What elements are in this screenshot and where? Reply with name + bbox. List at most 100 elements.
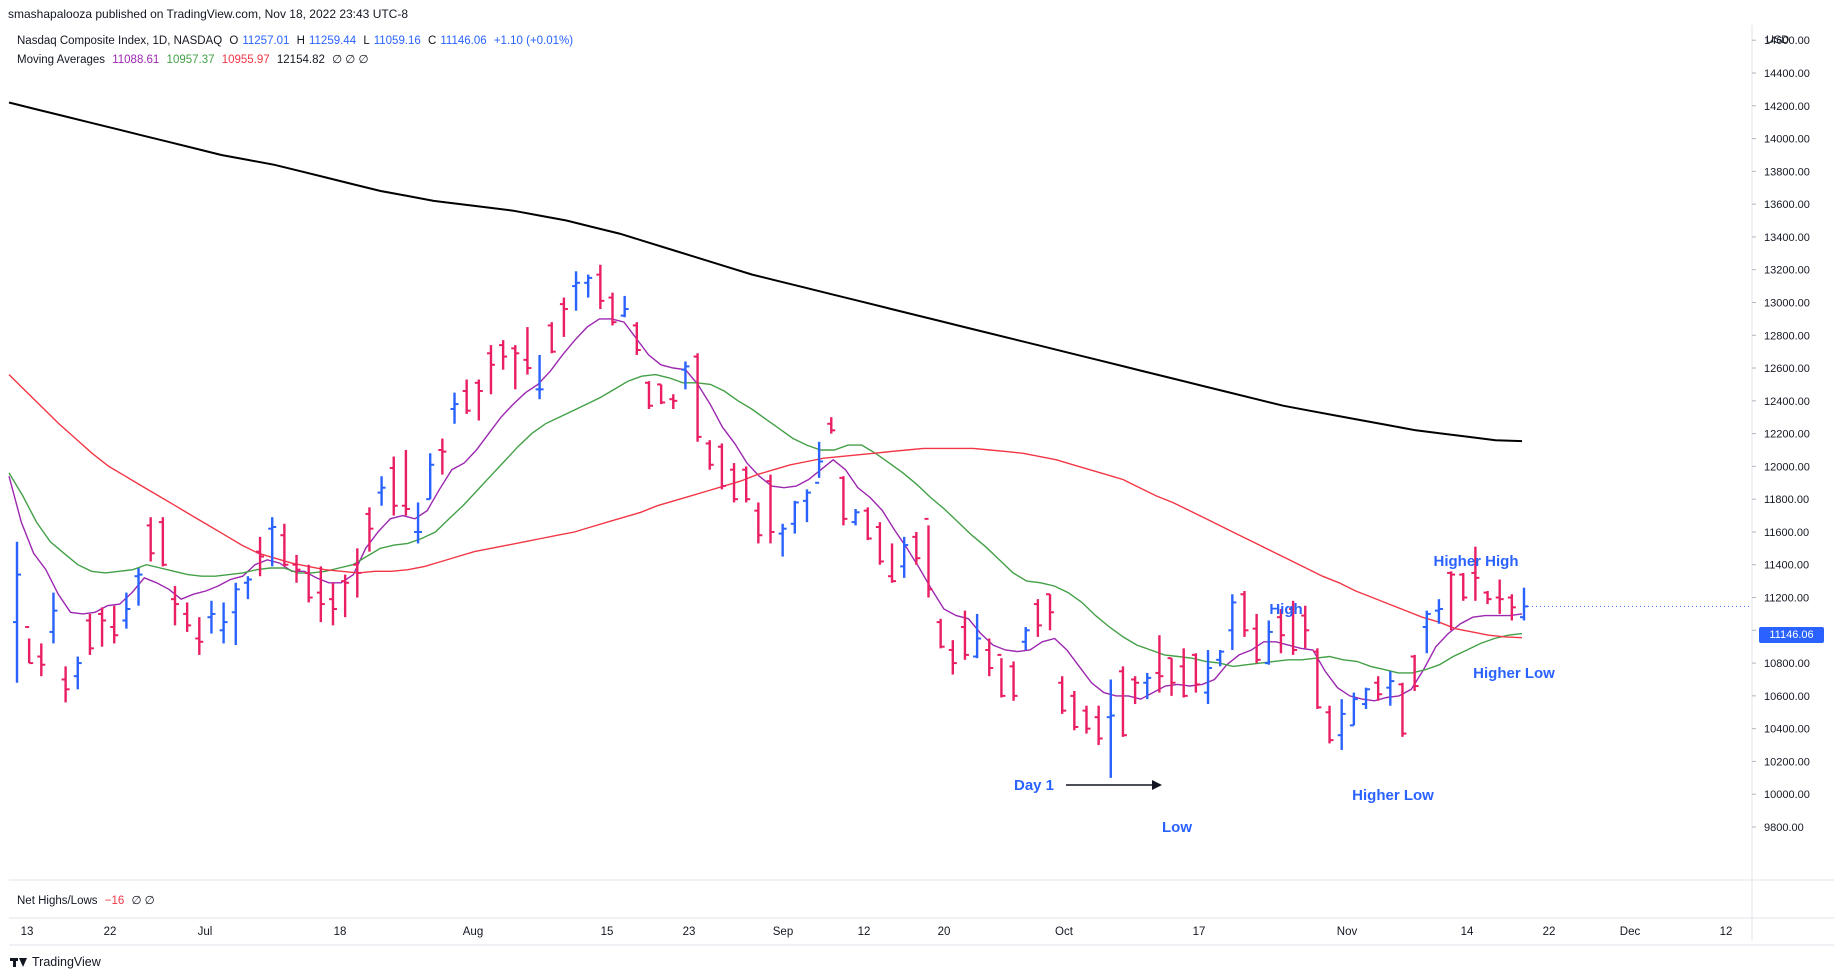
ohlc-bar bbox=[486, 345, 495, 395]
ohlc-bar bbox=[1374, 676, 1383, 701]
x-tick-label: 12 bbox=[1720, 926, 1733, 938]
ohlc-bar bbox=[158, 517, 167, 567]
ohlc-bar bbox=[1398, 682, 1407, 737]
ohlc-bar bbox=[1386, 671, 1395, 706]
y-tick-label: 11400.00 bbox=[1764, 560, 1809, 572]
x-tick-label: 22 bbox=[104, 926, 117, 938]
x-tick-label: 15 bbox=[601, 926, 614, 938]
ohlc-bar bbox=[438, 438, 447, 475]
ohlc-bar bbox=[754, 502, 763, 544]
ohlc-bar bbox=[462, 379, 471, 414]
ohlc-bar bbox=[644, 381, 653, 410]
ohlc-bar bbox=[717, 443, 726, 490]
ohlc-bar bbox=[365, 507, 374, 552]
ohlc-bar bbox=[1410, 654, 1419, 691]
ohlc-bar bbox=[1252, 613, 1261, 664]
ohlc-bar bbox=[1033, 599, 1042, 637]
ohlc-bar bbox=[1167, 657, 1176, 696]
ohlc-bar bbox=[414, 502, 423, 544]
ohlc-bar bbox=[474, 379, 483, 421]
ohlc-change: +1.10 (+0.01%) bbox=[493, 35, 574, 47]
ohlc-bar bbox=[1191, 653, 1200, 693]
currency-label: USD bbox=[1766, 34, 1790, 46]
ohlc-bar bbox=[973, 613, 982, 659]
y-tick-label: 13000.00 bbox=[1764, 297, 1810, 309]
ohlc-bar bbox=[511, 345, 520, 390]
ohlc-bar bbox=[292, 554, 301, 583]
x-tick-label: 23 bbox=[683, 926, 696, 938]
ohlc-bar bbox=[657, 383, 666, 405]
x-tick-label: 14 bbox=[1461, 926, 1474, 938]
footer[interactable]: TradingView bbox=[10, 955, 101, 969]
ohlc-bar bbox=[328, 582, 337, 626]
net-highs-lows-legend[interactable]: Net Highs/Lows −16 ∅ ∅ bbox=[17, 893, 159, 907]
ohlc-bar bbox=[924, 517, 933, 598]
ohlc-bar bbox=[1204, 649, 1213, 705]
ohlc-bar bbox=[231, 582, 240, 646]
y-tick-label: 12800.00 bbox=[1764, 330, 1810, 342]
x-tick-label: Sep bbox=[773, 926, 793, 938]
ohlc-bar bbox=[1058, 676, 1067, 714]
ma1-value: 11088.61 bbox=[112, 54, 160, 66]
ohlc-low: 11059.16 bbox=[373, 35, 421, 47]
ohlc-open-label: O bbox=[229, 35, 239, 47]
ohlc-bar bbox=[620, 295, 629, 318]
ohlc-bar bbox=[827, 417, 836, 434]
ohlc-bar bbox=[790, 500, 799, 534]
ohlc-bar bbox=[1325, 705, 1334, 744]
ohlc-bar bbox=[669, 394, 678, 410]
y-tick-label: 14000.00 bbox=[1764, 134, 1810, 146]
y-tick-label: 11200.00 bbox=[1764, 593, 1809, 605]
ohlc-bar bbox=[559, 297, 568, 337]
ohlc-bar bbox=[936, 618, 945, 649]
ohlc-bar bbox=[1289, 600, 1298, 655]
indicator-extra: ∅ ∅ bbox=[131, 895, 155, 907]
symbol-legend[interactable]: Nasdaq Composite Index, 1D, NASDAQ O 1125… bbox=[17, 35, 577, 47]
y-tick-label: 12000.00 bbox=[1764, 461, 1810, 473]
ohlc-bar bbox=[742, 466, 751, 503]
indicator-title: Net Highs/Lows bbox=[17, 895, 98, 907]
symbol-title: Nasdaq Composite Index, 1D, NASDAQ bbox=[17, 35, 223, 47]
ohlc-bar bbox=[280, 523, 289, 567]
x-tick-label: 18 bbox=[334, 926, 347, 938]
ma3-value: 10955.97 bbox=[221, 54, 270, 66]
ohlc-bar bbox=[1483, 590, 1492, 605]
ohlc-bar bbox=[353, 548, 362, 598]
ohlc-bar bbox=[499, 340, 508, 370]
x-tick-label: 12 bbox=[858, 926, 871, 938]
ohlc-bar bbox=[851, 509, 860, 526]
ohlc-bar bbox=[681, 361, 690, 390]
ohlc-bar bbox=[839, 476, 848, 526]
ohlc-bar bbox=[73, 656, 82, 690]
ohlc-bar bbox=[547, 322, 556, 354]
ohlc-bar bbox=[1301, 605, 1310, 649]
annotation-label: High bbox=[1269, 601, 1302, 618]
ohlc-bar bbox=[1507, 594, 1516, 621]
ohlc-bar bbox=[584, 274, 593, 298]
ohlc-bar bbox=[1009, 661, 1018, 701]
ohlc-bar bbox=[1155, 635, 1164, 693]
ohlc-bar bbox=[1447, 571, 1456, 631]
y-tick-label: 10600.00 bbox=[1764, 691, 1810, 703]
ma4-value: 12154.82 bbox=[276, 54, 325, 66]
ohlc-bar bbox=[98, 607, 107, 647]
ohlc-bar bbox=[705, 440, 714, 470]
annotation-label: Low bbox=[1162, 819, 1192, 836]
ohlc-bar bbox=[207, 600, 216, 634]
ohlc-bar bbox=[122, 592, 131, 629]
ohlc-bar bbox=[1471, 546, 1480, 601]
publisher-caption: smashapalooza published on TradingView.c… bbox=[8, 7, 409, 21]
ohlc-bar bbox=[1082, 705, 1091, 734]
ohlc-bar bbox=[596, 264, 605, 310]
ohlc-close: 11146.06 bbox=[440, 35, 487, 47]
ohlc-bar bbox=[134, 568, 143, 606]
ma-legend[interactable]: Moving Averages 11088.61 10957.37 10955.… bbox=[17, 52, 373, 66]
y-tick-label: 14600.00 bbox=[1764, 35, 1810, 47]
y-tick-label: 11600.00 bbox=[1764, 527, 1809, 539]
ohlc-bar bbox=[1337, 699, 1346, 750]
ohlc-bar bbox=[401, 450, 410, 516]
ohlc-bar bbox=[49, 592, 58, 644]
y-tick-label: 13200.00 bbox=[1764, 265, 1810, 277]
